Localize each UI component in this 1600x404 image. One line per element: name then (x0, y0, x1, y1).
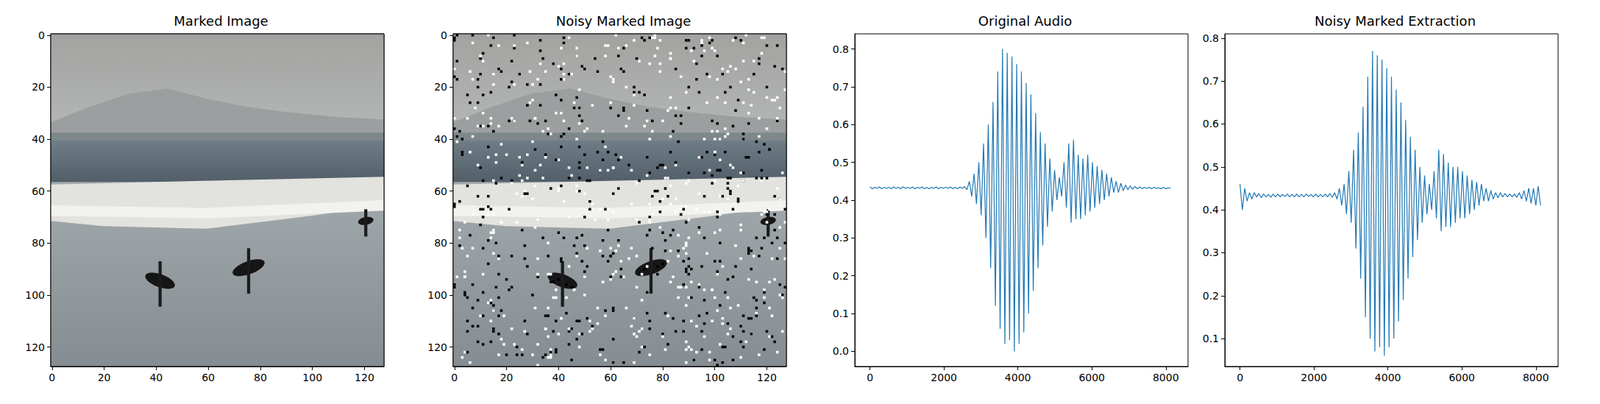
svg-text:60: 60 (603, 371, 618, 384)
svg-text:100: 100 (704, 371, 725, 384)
svg-text:0.1: 0.1 (832, 307, 849, 320)
svg-text:Noisy Marked Image: Noisy Marked Image (556, 13, 692, 29)
svg-text:6000: 6000 (1078, 371, 1105, 384)
svg-text:40: 40 (434, 133, 448, 145)
svg-text:0.0: 0.0 (832, 345, 849, 357)
svg-text:100: 100 (25, 289, 45, 301)
svg-text:0.7: 0.7 (832, 80, 849, 93)
svg-text:100: 100 (427, 289, 448, 301)
svg-text:20: 20 (500, 371, 514, 384)
svg-text:Original Audio: Original Audio (978, 13, 1072, 29)
svg-text:Marked Image: Marked Image (173, 13, 268, 29)
svg-text:0.2: 0.2 (832, 269, 849, 282)
svg-text:0.3: 0.3 (1202, 246, 1219, 259)
svg-text:0: 0 (48, 371, 56, 384)
svg-text:80: 80 (656, 371, 670, 384)
svg-text:0: 0 (1236, 371, 1244, 384)
svg-text:60: 60 (201, 371, 215, 384)
svg-text:2000: 2000 (930, 371, 958, 384)
svg-text:120: 120 (427, 341, 448, 354)
svg-text:4000: 4000 (1374, 371, 1402, 384)
svg-text:0.5: 0.5 (1202, 161, 1219, 173)
svg-text:80: 80 (253, 371, 268, 384)
svg-text:0: 0 (38, 29, 45, 42)
svg-text:0.5: 0.5 (832, 156, 849, 169)
svg-text:120: 120 (25, 341, 45, 354)
svg-text:Noisy Marked Extraction: Noisy Marked Extraction (1314, 13, 1476, 29)
svg-text:0.2: 0.2 (1202, 289, 1219, 302)
svg-text:0.8: 0.8 (832, 43, 849, 56)
svg-text:0: 0 (866, 371, 874, 384)
svg-text:8000: 8000 (1522, 371, 1550, 384)
svg-text:8000: 8000 (1152, 371, 1180, 384)
svg-text:4000: 4000 (1004, 371, 1032, 384)
svg-text:40: 40 (551, 371, 565, 384)
svg-text:0.6: 0.6 (832, 118, 849, 131)
svg-text:0.8: 0.8 (1202, 32, 1219, 45)
svg-text:0: 0 (450, 371, 458, 384)
svg-text:120: 120 (354, 371, 375, 384)
svg-text:60: 60 (31, 185, 45, 198)
svg-text:100: 100 (302, 371, 323, 384)
svg-text:0.3: 0.3 (832, 231, 849, 244)
svg-text:0: 0 (440, 29, 448, 42)
svg-text:80: 80 (434, 236, 448, 249)
svg-text:120: 120 (756, 371, 777, 384)
svg-text:20: 20 (97, 371, 112, 384)
svg-text:0.6: 0.6 (1202, 117, 1219, 130)
svg-text:0.4: 0.4 (1202, 203, 1219, 216)
svg-text:20: 20 (31, 80, 45, 93)
svg-text:0.1: 0.1 (1202, 332, 1219, 345)
svg-text:40: 40 (31, 133, 45, 145)
svg-text:60: 60 (434, 185, 448, 198)
svg-text:6000: 6000 (1448, 371, 1475, 384)
svg-text:0.4: 0.4 (832, 194, 849, 206)
svg-text:80: 80 (31, 236, 45, 249)
svg-text:2000: 2000 (1300, 371, 1328, 384)
svg-text:20: 20 (434, 80, 448, 93)
svg-text:0.7: 0.7 (1202, 75, 1219, 87)
svg-text:40: 40 (149, 371, 163, 384)
